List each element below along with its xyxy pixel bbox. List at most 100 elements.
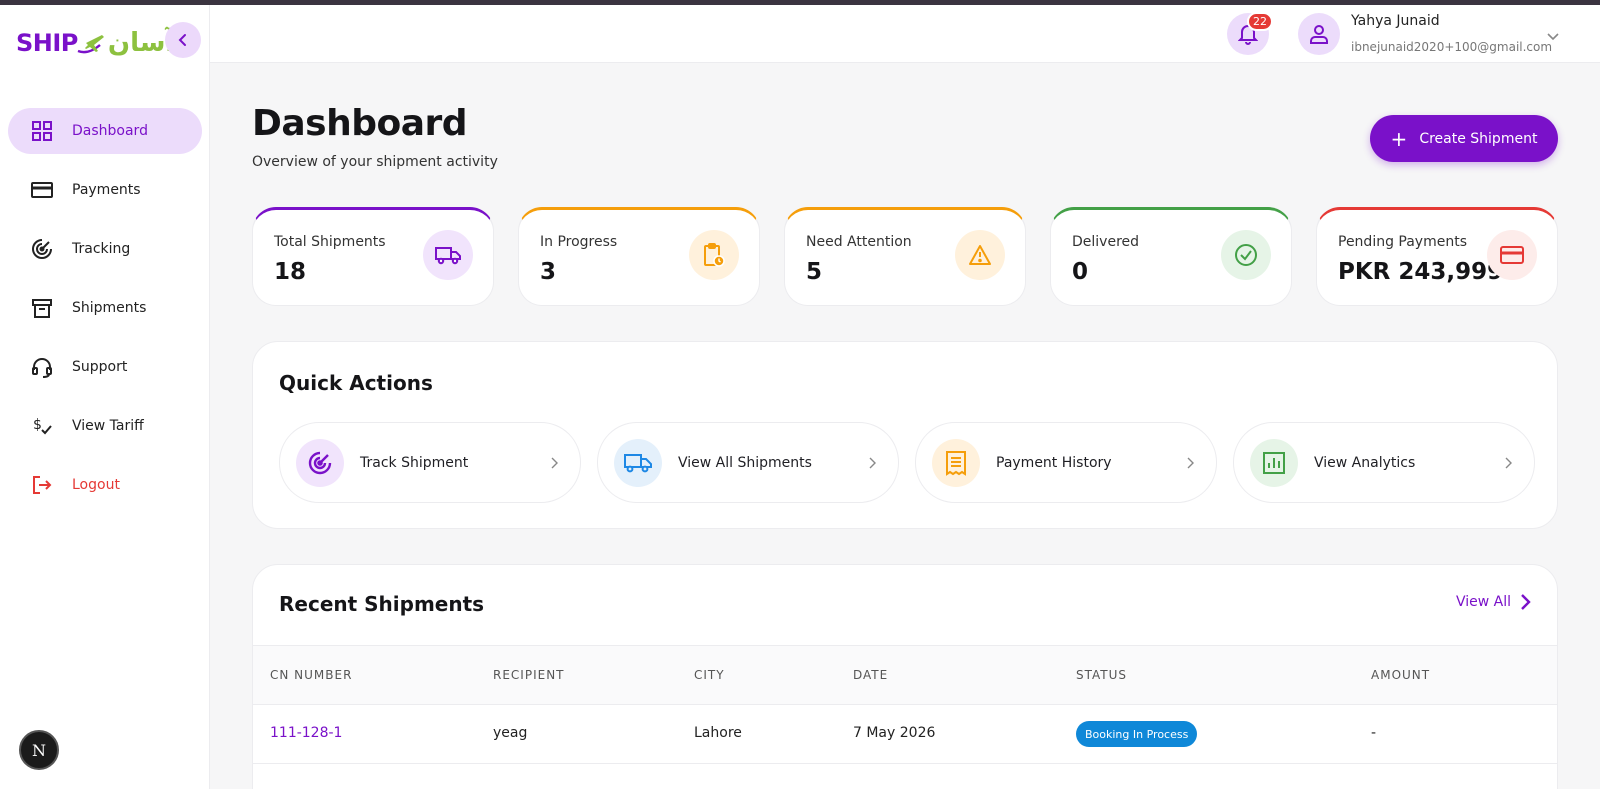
user-menu-toggle[interactable]: [1546, 27, 1560, 46]
sidebar-item-support[interactable]: Support: [8, 344, 202, 390]
plane-icon: [77, 35, 104, 54]
stat-label: In Progress: [540, 234, 618, 250]
column-header-status[interactable]: STATUS: [1076, 668, 1128, 682]
stat-card-delivered: Delivered 0: [1050, 207, 1292, 306]
chevron-right-icon: [1521, 594, 1531, 610]
create-shipment-label: Create Shipment: [1419, 130, 1538, 147]
plus-icon: +: [1390, 126, 1408, 151]
sidebar-item-label: Support: [72, 359, 128, 375]
stat-value: PKR 243,999: [1338, 259, 1504, 285]
quick-action-label: View Analytics: [1314, 454, 1416, 471]
chevron-right-icon: [869, 457, 876, 468]
stat-value: 18: [274, 259, 307, 285]
stat-label: Total Shipments: [274, 234, 386, 250]
sidebar-item-label: Payments: [72, 182, 141, 198]
column-header-date[interactable]: DATE: [853, 668, 889, 682]
svg-text:$: $: [33, 417, 42, 433]
sidebar-item-logout[interactable]: Logout: [8, 462, 202, 508]
grid-icon: [30, 119, 54, 143]
sidebar-item-tracking[interactable]: Tracking: [8, 226, 202, 272]
city-cell: Lahore: [694, 725, 742, 741]
sidebar-nav: Dashboard Payments Tracking Shipments Su…: [8, 108, 202, 521]
logout-icon: [30, 473, 54, 497]
quick-actions-title: Quick Actions: [279, 371, 433, 395]
sidebar-item-label: Tracking: [72, 241, 131, 257]
quick-action-payment-history[interactable]: Payment History: [915, 422, 1217, 503]
stat-value: 0: [1072, 259, 1089, 285]
analytics-icon: [1250, 438, 1298, 487]
view-all-link[interactable]: View All: [1456, 593, 1531, 611]
stat-card-total-shipments: Total Shipments 18: [252, 207, 494, 306]
sidebar-item-label: Dashboard: [72, 123, 148, 139]
user-email: ibnejunaid2020+100@gmail.com: [1351, 40, 1553, 54]
stat-label: Need Attention: [806, 234, 912, 250]
stat-card-need-attention: Need Attention 5: [784, 207, 1026, 306]
create-shipment-button[interactable]: + Create Shipment: [1370, 115, 1558, 162]
recent-shipments-title: Recent Shipments: [279, 592, 485, 616]
sidebar-item-dashboard[interactable]: Dashboard: [8, 108, 202, 154]
dev-tools-badge[interactable]: N: [19, 730, 59, 770]
sidebar-item-label: Logout: [72, 477, 120, 493]
receipt-icon: [932, 438, 980, 487]
tariff-icon: $: [30, 414, 54, 438]
window-top-border: [0, 0, 1600, 5]
recipient-cell: yeag: [493, 725, 528, 741]
truck-icon: [614, 438, 662, 487]
credit-card-icon: [1487, 230, 1537, 280]
user-name: Yahya Junaid: [1351, 13, 1440, 29]
sidebar-item-label: View Tariff: [72, 418, 144, 434]
clipboard-clock-icon: [689, 230, 739, 280]
table-header: CN NUMBER RECIPIENT CITY DATE STATUS AMO…: [253, 645, 1557, 705]
target-icon: [30, 237, 54, 261]
notification-count-badge: 22: [1247, 12, 1273, 31]
logo-urdu-text: آسان: [107, 28, 175, 58]
recent-shipments-panel: Recent Shipments View All CN NUMBER RECI…: [252, 564, 1558, 789]
table-row[interactable]: 111-128-1 yeag Lahore 7 May 2026 Booking…: [253, 705, 1557, 764]
page-subtitle: Overview of your shipment activity: [252, 154, 498, 170]
sidebar-collapse-button[interactable]: [165, 22, 201, 58]
archive-icon: [30, 296, 54, 320]
sidebar-item-view-tariff[interactable]: $ View Tariff: [8, 403, 202, 449]
quick-actions-panel: Quick Actions Track Shipment View All Sh…: [252, 341, 1558, 529]
sidebar-item-payments[interactable]: Payments: [8, 167, 202, 213]
quick-action-track-shipment[interactable]: Track Shipment: [279, 422, 581, 503]
column-header-cn-number[interactable]: CN NUMBER: [270, 668, 353, 682]
view-all-label: View All: [1455, 594, 1511, 610]
chevron-right-icon: [1187, 457, 1194, 468]
truck-icon: [423, 230, 473, 280]
quick-action-view-all-shipments[interactable]: View All Shipments: [597, 422, 899, 503]
quick-action-label: Track Shipment: [360, 454, 469, 471]
sidebar-item-shipments[interactable]: Shipments: [8, 285, 202, 331]
card-icon: [30, 178, 54, 202]
column-header-recipient[interactable]: RECIPIENT: [493, 668, 565, 682]
chevron-left-icon: [178, 34, 186, 46]
logo-ship-text: SHIP: [16, 29, 78, 57]
check-circle-icon: [1221, 230, 1271, 280]
status-badge: Booking In Process: [1076, 721, 1198, 747]
amount-cell: -: [1371, 725, 1377, 741]
user-icon: [1310, 25, 1328, 44]
sidebar-item-label: Shipments: [72, 300, 147, 316]
quick-action-label: Payment History: [996, 454, 1112, 471]
target-icon: [296, 438, 344, 487]
stat-value: 3: [540, 259, 557, 285]
chevron-right-icon: [551, 457, 558, 468]
chevron-down-icon: [1547, 33, 1559, 41]
stat-card-in-progress: In Progress 3: [518, 207, 760, 306]
avatar[interactable]: [1298, 13, 1340, 55]
warning-icon: [955, 230, 1005, 280]
quick-action-view-analytics[interactable]: View Analytics: [1233, 422, 1535, 503]
column-header-city[interactable]: CITY: [694, 668, 725, 682]
stat-label: Pending Payments: [1338, 234, 1468, 250]
quick-action-label: View All Shipments: [678, 454, 812, 471]
page-title: Dashboard: [252, 103, 468, 144]
sidebar: SHIP آسان Dashboard Payments Tracking: [0, 5, 210, 789]
stat-label: Delivered: [1072, 234, 1140, 250]
brand-logo[interactable]: SHIP آسان: [16, 25, 174, 61]
stat-value: 5: [806, 259, 823, 285]
chevron-right-icon: [1505, 457, 1512, 468]
date-cell: 7 May 2026: [853, 725, 936, 741]
top-header: 22 Yahya Junaid ibnejunaid2020+100@gmail…: [210, 5, 1600, 63]
cn-number-link[interactable]: 111-128-1: [270, 725, 343, 741]
column-header-amount[interactable]: AMOUNT: [1371, 668, 1431, 682]
